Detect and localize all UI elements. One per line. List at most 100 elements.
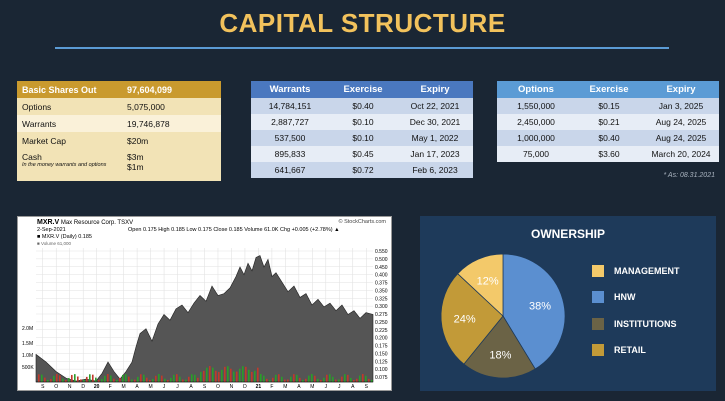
options-row: 1,550,000 $0.15 Jan 3, 2025 (497, 98, 719, 114)
month-tick-label: F (270, 384, 273, 390)
volume-bar (239, 368, 241, 382)
month-tick-label: J (176, 384, 179, 390)
volume-bar (92, 374, 94, 382)
volume-bar (347, 374, 349, 382)
month-tick-label: N (68, 384, 72, 390)
price-tick-label: 0.500 (375, 257, 388, 263)
warrants-cell: 641,667 (274, 165, 306, 175)
price-tick-label: 0.250 (375, 320, 388, 326)
volume-bar (80, 379, 82, 382)
volume-bar (83, 379, 85, 382)
volume-bar (188, 376, 190, 382)
shares-row-value: $20m (127, 135, 149, 146)
volume-bar (167, 379, 169, 382)
options-cell: $0.15 (598, 101, 620, 111)
cash-value-1: $3m (127, 152, 144, 162)
volume-bar (272, 377, 274, 382)
volume-tick-label: 1.5M (22, 341, 33, 347)
pie-slice-management (457, 253, 504, 317)
volume-bar (176, 374, 178, 382)
volume-bar (341, 376, 343, 382)
options-row: 2,450,000 $0.21 Aug 24, 2025 (497, 114, 719, 130)
legend-swatch (592, 291, 604, 303)
shares-row-options: Options 5,075,000 (17, 98, 221, 115)
volume-bar (308, 375, 310, 382)
volume-bar (332, 376, 334, 382)
stock-ohlc: Open 0.175 High 0.185 Low 0.175 Close 0.… (128, 227, 340, 233)
warrants-cell: Oct 22, 2021 (410, 101, 460, 111)
volume-bar (359, 375, 361, 382)
volume-bar (245, 366, 247, 382)
volume-bar (302, 379, 304, 382)
volume-bar (74, 374, 76, 382)
volume-bar (62, 378, 64, 382)
warrants-row: 537,500 $0.10 May 1, 2022 (251, 130, 473, 146)
warrants-cell: Jan 17, 2023 (410, 149, 460, 159)
warrants-row: 895,833 $0.45 Jan 17, 2023 (251, 146, 473, 162)
volume-bar (278, 374, 280, 382)
price-tick-label: 0.200 (375, 336, 388, 342)
stockcharts-brand: © StockCharts.com (338, 219, 386, 225)
price-tick-label: 0.100 (375, 367, 388, 373)
volume-bar (212, 367, 214, 382)
volume-bar (41, 374, 43, 382)
pie-label-hnw: 38% (529, 301, 551, 313)
cash-value-2: $1m (127, 162, 144, 172)
shares-row-market-cap: Market Cap $20m (17, 132, 221, 149)
legend-swatch (592, 264, 604, 277)
price-tick-label: 0.550 (375, 249, 388, 255)
volume-bar (77, 376, 79, 382)
stock-legend-volume: ■ Volume 61,000 (37, 241, 71, 246)
month-tick-label: M (148, 384, 152, 390)
stock-date: 2-Sep-2021 (37, 227, 66, 233)
month-tick-label: S (203, 384, 207, 390)
stock-chart: 0.550 0.500 0.450 0.400 0.375 0.350 0.325 0.300… (17, 216, 392, 391)
volume-bar (323, 377, 325, 382)
volume-bar (113, 378, 115, 382)
volume-bar (317, 378, 319, 382)
volume-bar (260, 374, 262, 382)
volume-bar (128, 376, 130, 382)
legend-label: RETAIL (614, 345, 646, 355)
volume-bar (182, 379, 184, 382)
price-tick-label: 0.400 (375, 273, 388, 279)
volume-bar (122, 374, 124, 382)
as-of-note: * As: 08.31.2021 (663, 172, 715, 179)
month-tick-label: M (122, 384, 126, 390)
pie-label-retail: 24% (454, 314, 476, 326)
volume-bar (269, 379, 271, 382)
volume-bar (296, 374, 298, 382)
volume-tick-label: 500K (22, 365, 34, 371)
warrants-row: 641,667 $0.72 Feb 6, 2023 (251, 162, 473, 178)
volume-bar (50, 378, 52, 382)
pie-label-institutions: 18% (489, 349, 511, 361)
volume-bar (134, 379, 136, 382)
volume-bar (203, 370, 205, 382)
month-tick-label: J (163, 384, 166, 390)
price-tick-label: 0.225 (375, 328, 388, 334)
month-tick-label: J (338, 384, 341, 390)
legend-label: INSTITUTIONS (614, 318, 677, 329)
options-cell: Jan 3, 2025 (658, 101, 704, 111)
price-tick-label: 0.175 (375, 344, 388, 350)
volume-bar (254, 370, 256, 382)
volume-bar (305, 378, 307, 382)
warrants-cell: 537,500 (274, 133, 306, 143)
warrants-row: 2,887,727 $0.10 Dec 30, 2021 (251, 114, 473, 130)
stock-ticker: MXR.V (37, 219, 60, 226)
legend-item-hnw: HNW (592, 291, 680, 304)
volume-bar (236, 371, 238, 382)
shares-header-row: Basic Shares Out 97,604,099 (17, 81, 221, 98)
shares-header-label: Basic Shares Out (22, 84, 97, 95)
month-tick-label: F (109, 384, 112, 390)
price-tick-label: 0.150 (375, 351, 388, 357)
pie-label-management: 12% (477, 276, 499, 288)
volume-bar (350, 377, 352, 382)
stock-company: Max Resource Corp. TSXV (60, 220, 134, 226)
price-tick-label: 0.375 (375, 281, 388, 287)
warrants-cell: Warrants (269, 84, 311, 95)
price-tick-label: 0.075 (375, 375, 388, 381)
volume-bar (59, 375, 61, 382)
month-tick-label: M (283, 384, 287, 390)
